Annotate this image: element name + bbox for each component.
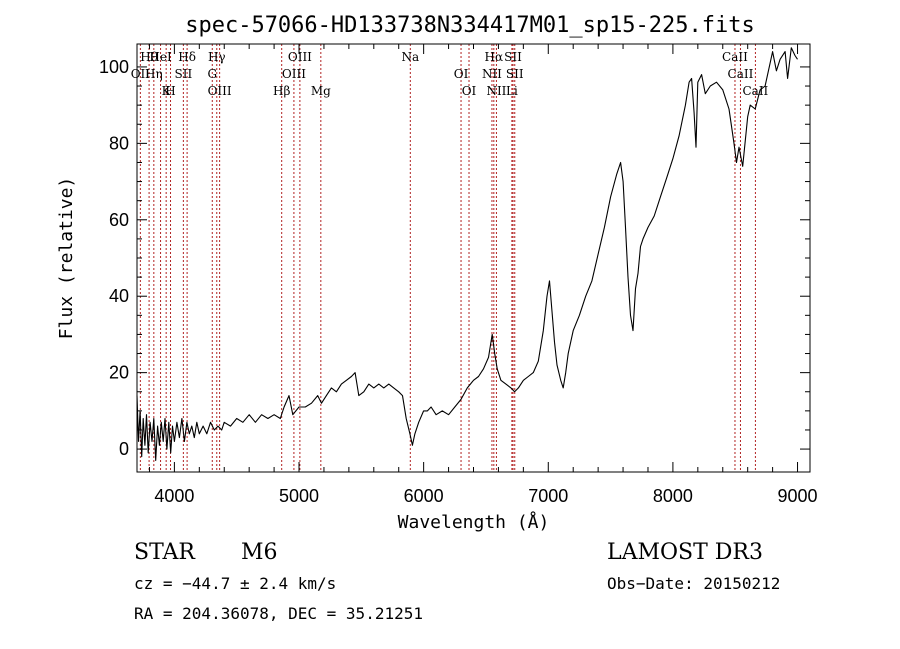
y-tick-label: 40 — [109, 286, 129, 306]
spectral-line-labels: Hθ OII K HeI HηH Hδ SII OIII Hγ G Hβ OIII OIII Mg Na OI… — [131, 50, 769, 98]
chart-title: spec-57066-HD133738N334417M01_sp15-225.f… — [185, 13, 755, 38]
spectral-line-markers — [139, 44, 756, 472]
y-tick-label: 0 — [119, 439, 129, 459]
line-label: Li — [506, 84, 518, 98]
obs-date: Obs−Date: 20150212 — [607, 574, 781, 593]
x-tick-label: 4000 — [154, 486, 194, 506]
line-label: Hγ — [208, 50, 226, 64]
line-label: HeI — [149, 50, 172, 64]
line-label: H — [165, 84, 175, 98]
coordinates: RA = 204.36078, DEC = 35.21251 — [134, 604, 423, 623]
spectrum-line — [136, 47, 798, 462]
plot-frame — [136, 43, 811, 473]
y-tick-label: 100 — [99, 57, 129, 77]
line-label: SII — [506, 67, 524, 81]
spectrum-series — [136, 47, 798, 462]
y-tick-label: 60 — [109, 210, 129, 230]
x-tick-label: 8000 — [653, 486, 693, 506]
line-label: OIII — [288, 50, 312, 64]
line-label: NII — [486, 84, 506, 98]
y-tick-label: 80 — [109, 133, 129, 153]
y-tick-label: 20 — [109, 363, 129, 383]
line-label: Hβ — [273, 84, 290, 98]
line-label: OI — [454, 67, 469, 81]
line-label: Mg — [311, 84, 331, 98]
x-tick-label: 7000 — [528, 486, 568, 506]
x-tick-label: 5000 — [279, 486, 319, 506]
line-label: NII — [482, 67, 502, 81]
line-label: K — [162, 84, 172, 98]
line-label: SII — [175, 67, 193, 81]
line-label: CaII — [728, 67, 754, 81]
line-label: OI — [462, 84, 477, 98]
x-axis-label: Wavelength (Å) — [398, 511, 550, 533]
line-label: CaII — [742, 84, 768, 98]
line-label: OIII — [282, 67, 306, 81]
line-label: Hα — [485, 50, 504, 64]
axis-ticks: 4000 5000 6000 7000 8000 9000 0 20 40 60 80 100 — [99, 44, 818, 506]
object-subclass: M6 — [241, 540, 278, 565]
line-label: OII — [131, 67, 151, 81]
line-label: Na — [401, 50, 419, 64]
object-class: STAR — [134, 540, 195, 565]
survey-name: LAMOST DR3 — [607, 540, 763, 565]
line-label: Hθ — [140, 50, 158, 64]
x-tick-label: 6000 — [404, 486, 444, 506]
line-label: CaII — [722, 50, 748, 64]
redshift-cz: cz = −44.7 ± 2.4 km/s — [134, 574, 337, 593]
y-axis-label: Flux (relative) — [56, 177, 77, 340]
line-label: Hδ — [178, 50, 196, 64]
x-tick-label: 9000 — [778, 486, 818, 506]
line-label: Hη — [145, 67, 163, 81]
line-label: G — [207, 67, 217, 81]
line-label: SII — [504, 50, 522, 64]
line-label: OIII — [208, 84, 232, 98]
